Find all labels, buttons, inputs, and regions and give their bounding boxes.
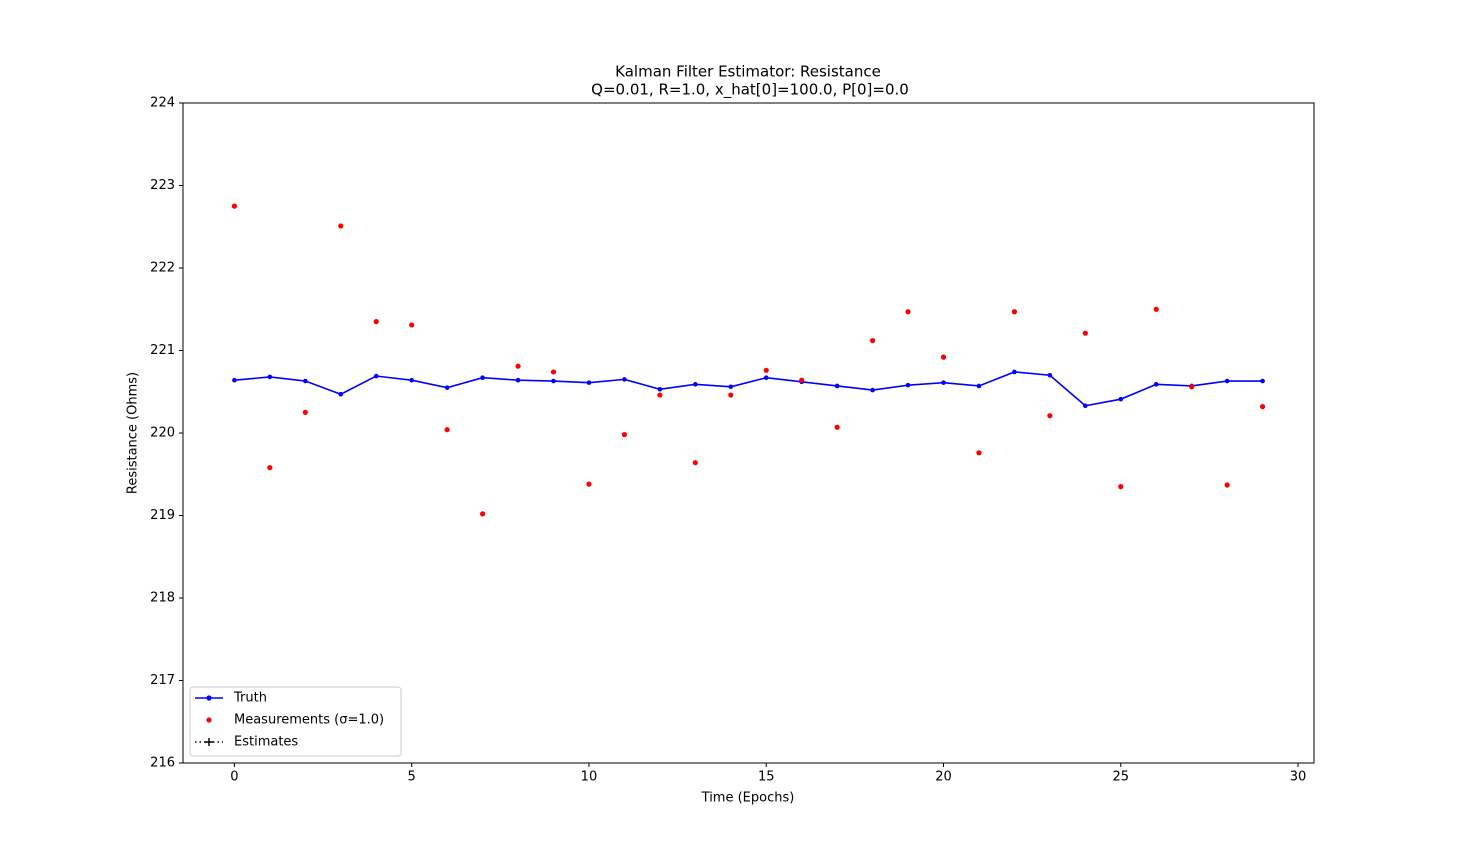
data-point <box>869 338 876 344</box>
data-point <box>1153 306 1159 312</box>
y-tick-label: 223 <box>150 178 175 193</box>
x-tick-label: 5 <box>408 770 416 785</box>
data-point <box>303 378 308 384</box>
data-point <box>941 380 946 385</box>
data-point <box>1012 369 1017 375</box>
data-point <box>409 377 414 383</box>
data-point <box>1260 378 1265 384</box>
data-point <box>1047 372 1053 378</box>
data-point <box>515 363 521 369</box>
data-point <box>267 465 273 471</box>
legend-marker <box>205 738 213 746</box>
x-tick-label: 25 <box>1112 770 1129 785</box>
legend-box <box>189 686 402 757</box>
data-point <box>1118 396 1124 402</box>
data-point <box>976 450 982 456</box>
data-point <box>621 432 628 438</box>
legend-label: Measurements (σ=1.0) <box>234 713 384 728</box>
data-point <box>1259 404 1266 410</box>
data-point <box>728 384 734 390</box>
legend-marker <box>206 717 212 723</box>
legend-marker <box>206 695 212 701</box>
y-tick-label: 221 <box>150 343 175 358</box>
x-tick-label: 0 <box>230 770 238 785</box>
y-tick-label: 216 <box>150 756 175 771</box>
x-tick-label: 20 <box>935 770 952 785</box>
data-point <box>870 387 875 393</box>
data-point <box>763 367 769 373</box>
data-point <box>551 378 556 384</box>
data-point <box>515 377 521 383</box>
data-point <box>728 392 734 398</box>
data-point <box>1189 384 1195 390</box>
data-point <box>1082 330 1088 336</box>
data-point <box>586 380 592 385</box>
data-point <box>834 424 840 430</box>
data-point <box>1224 482 1230 488</box>
data-point <box>444 427 450 433</box>
x-tick-label: 10 <box>581 770 598 785</box>
data-point <box>657 392 663 398</box>
y-tick-label: 217 <box>150 673 175 688</box>
data-point <box>834 383 840 389</box>
series-line <box>234 371 1263 407</box>
data-point <box>480 375 485 381</box>
y-tick-label: 222 <box>150 261 175 276</box>
data-point <box>1047 413 1053 419</box>
data-point <box>479 511 486 517</box>
data-point <box>373 319 379 325</box>
data-point <box>905 382 911 388</box>
data-point <box>622 377 627 382</box>
data-point <box>799 377 805 383</box>
data-point <box>1118 484 1124 490</box>
data-point <box>763 375 769 381</box>
data-point <box>693 382 698 387</box>
y-tick-label: 220 <box>150 426 175 441</box>
chart-title: Kalman Filter Estimator: Resistance <box>615 63 881 81</box>
data-point <box>657 386 663 392</box>
data-point <box>940 354 947 360</box>
y-axis-label: Resistance (Ohms) <box>126 372 141 494</box>
data-point <box>586 481 592 487</box>
data-point <box>1224 378 1230 384</box>
x-axis-label: Time (Epochs) <box>701 791 795 806</box>
data-point <box>1083 403 1088 409</box>
data-point <box>373 373 379 379</box>
data-point <box>692 460 698 466</box>
x-tick-label: 15 <box>758 770 775 785</box>
data-point <box>302 409 308 415</box>
data-point <box>338 391 344 397</box>
x-tick-label: 30 <box>1290 770 1307 785</box>
data-point <box>550 369 557 375</box>
data-point <box>444 385 450 390</box>
y-tick-label: 219 <box>150 508 175 523</box>
plot-frame <box>182 102 1315 764</box>
data-point <box>905 309 911 315</box>
data-point <box>976 383 982 389</box>
legend-label: Truth <box>233 691 267 706</box>
data-point <box>1011 309 1018 315</box>
data-point <box>232 377 237 383</box>
y-tick-label: 218 <box>150 591 175 606</box>
y-tick-label: 224 <box>150 96 175 111</box>
data-point <box>231 203 238 209</box>
data-point <box>338 223 344 229</box>
data-point <box>1153 382 1159 387</box>
chart-subtitle: Q=0.01, R=1.0, x_hat[0]=100.0, P[0]=0.0 <box>591 81 909 100</box>
data-point <box>267 374 273 380</box>
data-point <box>409 322 415 328</box>
legend-label: Estimates <box>234 735 298 750</box>
